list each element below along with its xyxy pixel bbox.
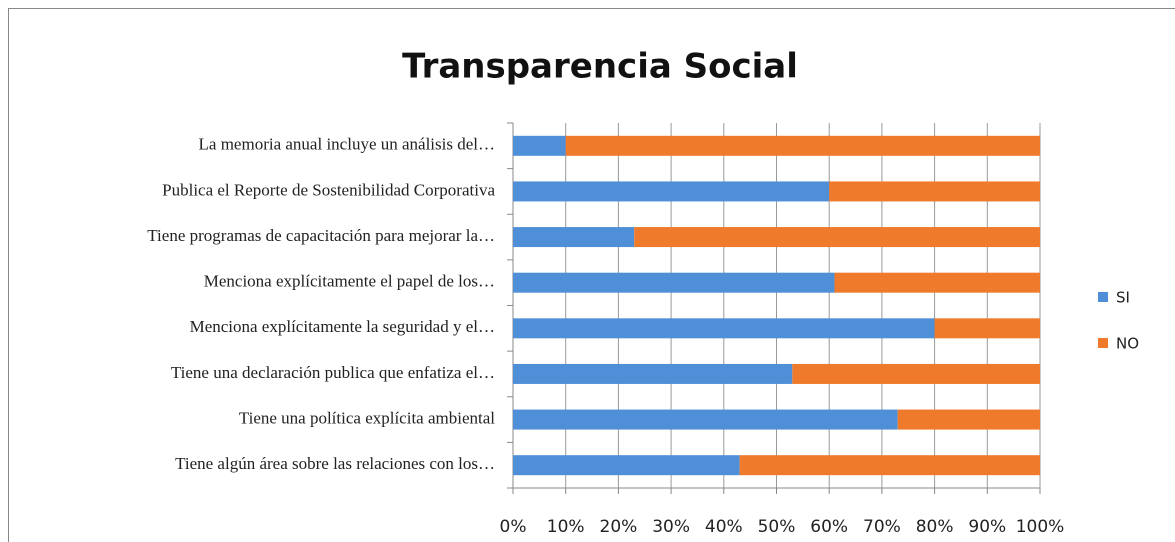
bar-segment bbox=[897, 409, 1040, 430]
bar-segment bbox=[513, 455, 740, 476]
bar-segment bbox=[513, 227, 635, 248]
bar-segment bbox=[513, 272, 835, 293]
legend-swatch bbox=[1098, 338, 1108, 348]
x-tick-label: 90% bbox=[968, 517, 1006, 537]
bar-segment bbox=[565, 135, 1040, 156]
y-tick-label: Menciona explícitamente la seguridad y e… bbox=[190, 317, 495, 336]
x-tick-label: 20% bbox=[600, 517, 638, 537]
bar-segment bbox=[513, 135, 566, 156]
x-tick-label: 100% bbox=[1016, 517, 1065, 537]
y-tick-label: Tiene programas de capacitación para mej… bbox=[147, 226, 495, 245]
bar-segment bbox=[829, 181, 1040, 202]
bar-segment bbox=[739, 455, 1040, 476]
bar-segment bbox=[634, 227, 1040, 248]
x-tick-label: 0% bbox=[500, 517, 527, 537]
bar-segment bbox=[513, 181, 830, 202]
y-tick-label: Menciona explícitamente el papel de los… bbox=[204, 272, 495, 291]
bar-segment bbox=[513, 409, 898, 430]
legend-label: SI bbox=[1116, 289, 1130, 307]
x-tick-label: 30% bbox=[652, 517, 690, 537]
bar-segment bbox=[834, 272, 1040, 293]
bar-segment bbox=[792, 363, 1040, 384]
x-tick-label: 40% bbox=[705, 517, 743, 537]
x-tick-label: 10% bbox=[547, 517, 585, 537]
y-tick-label: La memoria anual incluye un análisis del… bbox=[199, 135, 495, 154]
y-tick-label: Tiene una política explícita ambiental bbox=[239, 408, 495, 427]
x-tick-label: 50% bbox=[758, 517, 796, 537]
y-tick-label: Tiene algún área sobre las relaciones co… bbox=[175, 454, 495, 473]
y-tick-label: Publica el Reporte de Sostenibilidad Cor… bbox=[162, 180, 495, 199]
chart-title: Transparencia Social bbox=[402, 47, 798, 87]
bar-segment bbox=[934, 318, 1040, 339]
bar-segment bbox=[513, 318, 935, 339]
x-tick-label: 70% bbox=[863, 517, 901, 537]
legend-label: NO bbox=[1116, 335, 1139, 353]
x-tick-label: 60% bbox=[810, 517, 848, 537]
legend-swatch bbox=[1098, 292, 1108, 302]
x-tick-label: 80% bbox=[916, 517, 954, 537]
bar-segment bbox=[513, 363, 793, 384]
y-tick-label: Tiene una declaración publica que enfati… bbox=[171, 363, 495, 382]
